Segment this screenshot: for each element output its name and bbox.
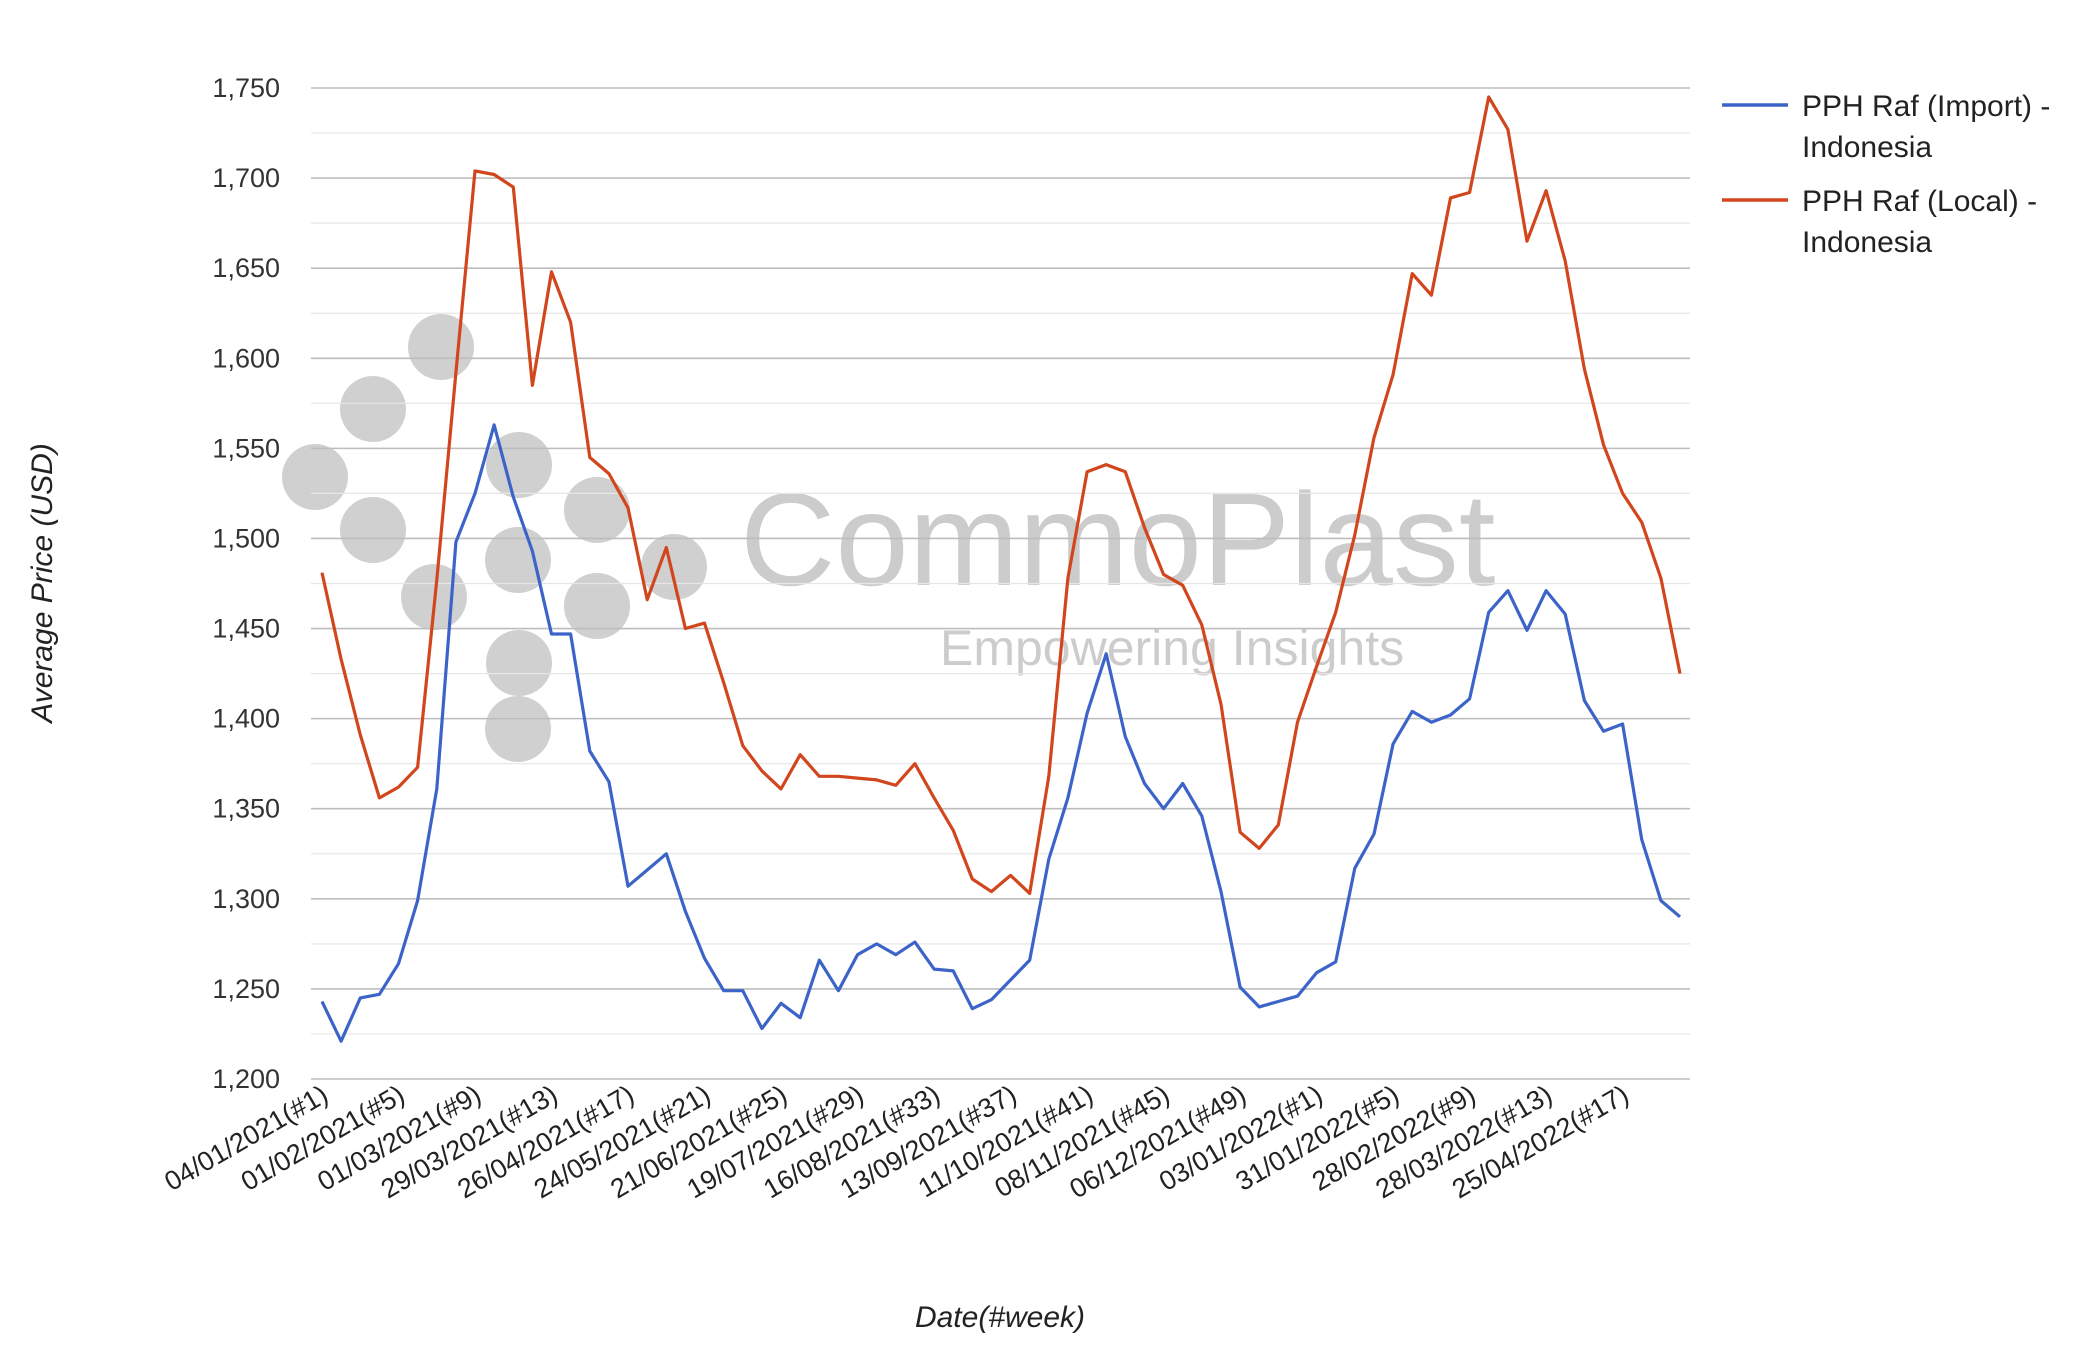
x-axis-title: Date(#week) [915,1301,1085,1334]
y-tick-label: 1,400 [212,704,280,734]
y-axis-ticks: 1,200 1,250 1,300 1,350 1,400 1,450 1,500 1,550… [212,73,280,1094]
watermark-dot [340,376,406,442]
y-tick-label: 1,250 [212,974,280,1004]
legend-label: PPH Raf (Local) - [1802,185,2037,218]
y-tick-label: 1,650 [212,253,280,283]
x-axis-ticks: 04/01/2021(#1)01/02/2021(#5)01/03/2021(#… [159,1079,1633,1204]
watermark-dot [340,497,406,563]
y-axis-title: Average Price (USD) [26,443,59,725]
y-tick-label: 1,200 [212,1064,280,1094]
y-tick-label: 1,700 [212,163,280,193]
y-tick-label: 1,300 [212,884,280,914]
legend-label: Indonesia [1802,226,1932,259]
series-line-local [320,95,1682,896]
watermark-brand-text: CommoPlast [740,466,1496,613]
legend-label: Indonesia [1802,131,1932,164]
series-line-import [320,423,1682,1043]
y-tick-label: 1,350 [212,794,280,824]
watermark-dot [564,573,630,639]
series-lines [320,95,1682,1043]
y-tick-label: 1,600 [212,343,280,373]
watermark-dot [486,432,552,498]
y-tick-label: 1,750 [212,73,280,103]
y-tick-label: 1,550 [212,433,280,463]
legend-label: PPH Raf (Import) - [1802,90,2050,123]
gridlines [311,87,1690,1080]
y-tick-label: 1,500 [212,523,280,553]
watermark-dot [408,314,474,380]
watermark-dot [485,696,551,762]
watermark-dot [564,477,630,543]
legend: PPH Raf (Import) - Indonesia PPH Raf (Loca… [1722,90,2050,259]
watermark-dot [282,444,348,510]
y-tick-label: 1,450 [212,614,280,644]
watermark-dot [486,630,552,696]
watermark-dot [485,527,551,593]
